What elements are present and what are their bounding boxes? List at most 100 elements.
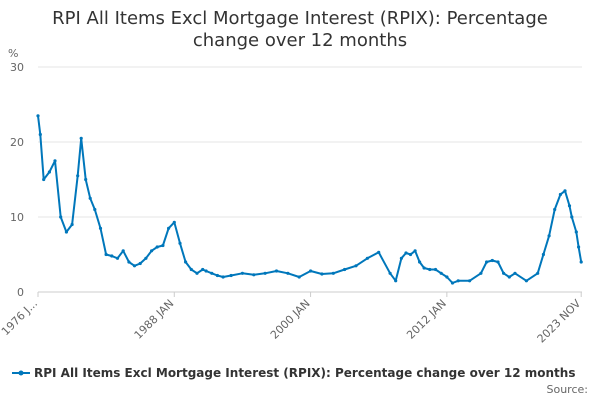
data-point[interactable] [195,271,199,275]
data-point[interactable] [88,196,92,200]
data-point[interactable] [79,136,83,140]
data-point[interactable] [570,215,574,219]
source-label: Source: [547,383,589,396]
data-point[interactable] [433,267,438,272]
data-point[interactable] [577,245,581,249]
data-point[interactable] [365,256,369,260]
data-point[interactable] [456,279,460,283]
data-point[interactable] [536,271,540,275]
chart-title-line-1: RPI All Items Excl Mortgage Interest (RP… [52,8,548,29]
data-point[interactable] [399,256,403,260]
data-point[interactable] [479,271,483,275]
x-tick-label: 1976 J... [0,297,40,338]
data-point[interactable] [36,114,40,118]
legend[interactable]: RPI All Items Excl Mortgage Interest (RP… [12,366,575,380]
data-point[interactable] [240,271,244,275]
data-point[interactable] [104,252,108,257]
data-point[interactable] [84,177,88,182]
chart-title-line-2: change over 12 months [193,30,407,51]
data-point[interactable] [64,230,68,234]
data-point[interactable] [221,275,225,279]
data-point[interactable] [98,226,103,230]
data-point[interactable] [513,271,517,275]
data-point[interactable] [210,271,214,275]
data-point[interactable] [121,249,125,253]
data-point[interactable] [309,269,313,273]
data-point[interactable] [76,174,80,178]
data-point[interactable] [320,272,324,276]
data-point[interactable] [59,215,63,219]
data-point[interactable] [422,266,426,270]
data-point[interactable] [408,252,413,257]
data-point[interactable] [428,267,432,272]
data-point[interactable] [558,192,563,197]
legend-label[interactable]: RPI All Items Excl Mortgage Interest (RP… [34,366,575,380]
data-point[interactable] [354,264,358,268]
data-point[interactable] [115,256,120,260]
data-point[interactable] [563,189,567,193]
data-point[interactable] [343,267,347,272]
data-point[interactable] [38,132,42,137]
data-point[interactable] [189,267,193,272]
data-point[interactable] [184,260,188,264]
data-point[interactable] [70,222,74,227]
data-point[interactable] [547,234,551,238]
x-tick-label: 2023 NOV [535,297,584,346]
data-point[interactable] [502,271,506,275]
data-point[interactable] [178,241,182,245]
data-point[interactable] [418,260,422,264]
y-tick-label: 0 [17,286,24,299]
data-point[interactable] [404,251,408,255]
data-point[interactable] [286,271,290,275]
data-point[interactable] [215,273,219,278]
data-point[interactable] [567,204,572,208]
data-point[interactable] [524,279,529,283]
x-tick-label: 2012 JAN [404,297,449,342]
data-point[interactable] [263,271,267,275]
y-axis-ticks: 0 10 20 30 [10,61,24,299]
data-point[interactable] [167,226,171,230]
y-axis-unit-label: % [8,47,18,60]
data-point[interactable] [132,264,137,268]
y-tick-label: 20 [10,136,24,149]
data-point[interactable] [468,279,472,283]
data-point[interactable] [553,207,557,212]
data-point[interactable] [445,275,449,279]
data-point[interactable] [394,279,398,283]
data-point[interactable] [155,245,159,249]
data-point[interactable] [507,275,511,279]
data-point[interactable] [53,159,57,163]
x-tick-label: 1988 JAN [132,297,177,342]
data-point[interactable] [144,256,148,260]
data-point[interactable] [204,269,208,273]
data-point[interactable] [331,271,335,275]
data-point[interactable] [47,170,52,174]
data-point[interactable] [229,273,233,278]
data-point[interactable] [450,281,455,285]
data-point[interactable] [297,275,301,279]
data-point[interactable] [388,271,392,275]
data-point[interactable] [42,177,46,182]
data-point[interactable] [490,258,494,263]
data-point[interactable] [110,254,114,258]
data-point[interactable] [439,271,443,275]
data-point[interactable] [150,249,154,253]
data-point[interactable] [201,267,205,272]
data-point[interactable] [161,243,165,248]
data-point[interactable] [579,260,583,264]
data-point[interactable] [93,207,97,212]
data-point[interactable] [252,273,256,277]
data-point[interactable] [127,260,131,264]
data-point[interactable] [138,261,142,266]
data-point[interactable] [574,230,578,234]
x-tick-label: 2000 JAN [268,297,313,342]
data-point[interactable] [541,252,546,257]
data-point[interactable] [274,269,279,273]
data-point[interactable] [377,250,381,254]
data-point[interactable] [485,260,489,264]
data-point[interactable] [413,249,417,253]
data-point[interactable] [172,220,176,224]
series-line-0 [37,115,583,284]
data-point[interactable] [496,260,500,264]
